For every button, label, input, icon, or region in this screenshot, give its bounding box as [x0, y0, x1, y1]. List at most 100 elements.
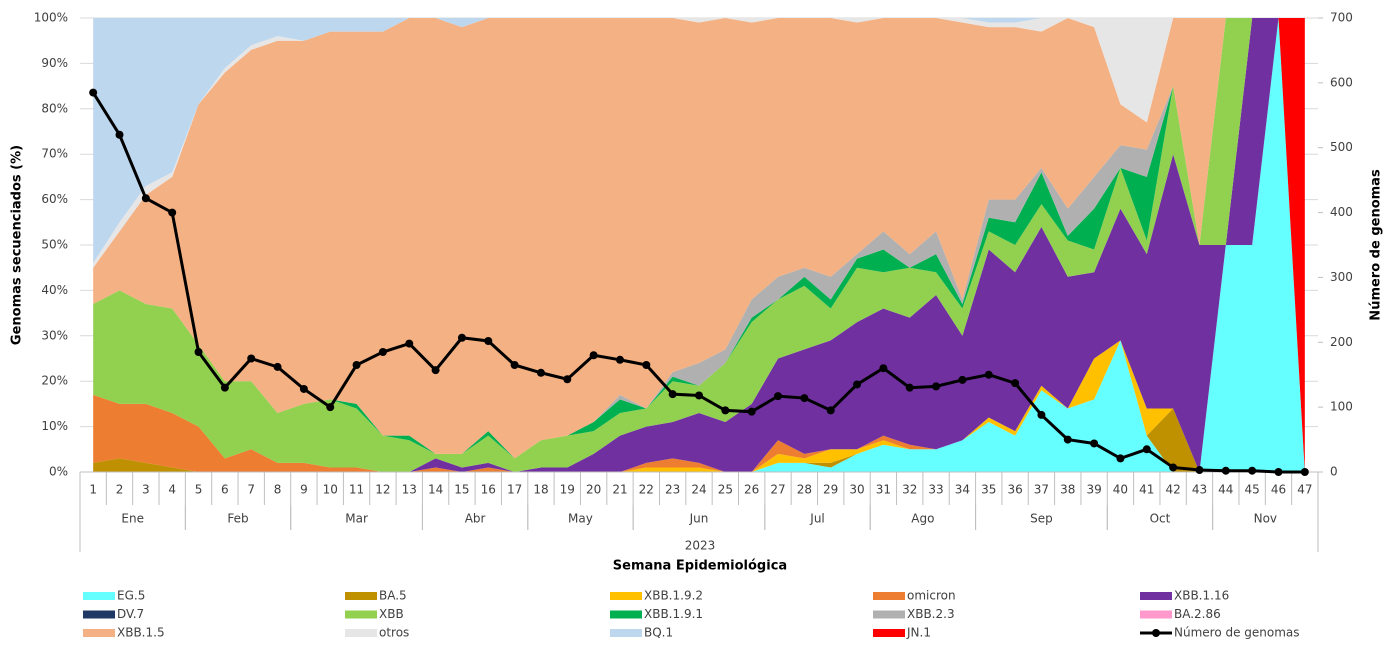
line-marker: [1142, 445, 1151, 454]
x-tick-label: 22: [639, 483, 654, 497]
line-marker: [220, 383, 229, 392]
y-tick-label: 40%: [41, 283, 68, 297]
line-marker: [879, 364, 888, 373]
x-tick-label: 31: [876, 483, 891, 497]
line-marker: [958, 375, 967, 384]
x-tick-label: 7: [247, 483, 255, 497]
area: [93, 18, 1305, 472]
x-tick-label: 41: [1139, 483, 1154, 497]
x-tick-label: 45: [1245, 483, 1260, 497]
x-axis-title: Semana Epidemiológica: [613, 559, 787, 574]
line-marker: [168, 208, 177, 217]
line-marker: [247, 354, 256, 363]
y2-tick-label: 0: [1330, 465, 1338, 479]
x-tick-label: 17: [507, 483, 522, 497]
x-group-label: Mar: [345, 512, 368, 526]
x-tick-label: 44: [1218, 483, 1233, 497]
line-marker: [774, 392, 783, 401]
line-marker: [589, 351, 598, 360]
legend-swatch: [610, 629, 642, 637]
x-tick-label: 47: [1297, 483, 1312, 497]
x-tick-label: 4: [168, 483, 176, 497]
legend-label: BA.2.86: [1174, 607, 1221, 621]
x-group-label: Abr: [465, 512, 486, 526]
legend-swatch: [610, 610, 642, 619]
x-tick-label: 30: [849, 483, 864, 497]
line-marker: [352, 360, 361, 369]
legend-swatch: [83, 592, 115, 600]
x-tick-label: 29: [823, 483, 838, 497]
line-marker: [273, 362, 282, 371]
legend-label: XBB.1.9.2: [644, 589, 703, 603]
x-group-label: Ene: [121, 512, 144, 526]
legend-swatch: [873, 610, 905, 619]
x-group-label: Feb: [227, 512, 248, 526]
line-marker: [457, 333, 466, 342]
y-axis-title: Genomas secuenciados (%): [10, 145, 25, 345]
y2-tick-label: 500: [1330, 140, 1353, 154]
x-tick-label: 20: [586, 483, 601, 497]
x-tick-label: 2: [116, 483, 124, 497]
area: [93, 18, 1305, 472]
x-tick-label: 37: [1034, 483, 1049, 497]
x-tick-label: 23: [665, 483, 680, 497]
x-tick-label: 46: [1271, 483, 1286, 497]
x-group-label: Jul: [809, 512, 824, 526]
legend-swatch: [345, 592, 377, 600]
line-marker: [115, 130, 124, 139]
legend-label: EG.5: [117, 589, 145, 603]
legend-label: omicron: [907, 589, 956, 603]
legend-label: Número de genomas: [1174, 626, 1300, 640]
line-marker: [299, 384, 308, 393]
x-tick-label: 12: [375, 483, 390, 497]
line-marker: [826, 406, 835, 415]
x-tick-label: 6: [221, 483, 229, 497]
y2-tick-label: 100: [1330, 400, 1353, 414]
x-tick-label: 26: [744, 483, 759, 497]
x-outer-group: 2023: [685, 539, 716, 553]
legend-swatch: [83, 629, 115, 637]
x-tick-label: 43: [1192, 483, 1207, 497]
x-tick-label: 28: [797, 483, 812, 497]
x-tick-label: 8: [274, 483, 282, 497]
legend-swatch: [83, 610, 115, 619]
legend-swatch: [1152, 629, 1160, 637]
line-marker: [378, 348, 387, 357]
line-marker: [89, 88, 98, 97]
x-tick-label: 19: [560, 483, 575, 497]
x-tick-label: 21: [612, 483, 627, 497]
line-marker: [194, 348, 203, 357]
x-tick-label: 39: [1086, 483, 1101, 497]
y-tick-label: 60%: [41, 192, 68, 206]
x-tick-label: 15: [454, 483, 469, 497]
x-tick-label: 38: [1060, 483, 1075, 497]
legend-label: BA.5: [379, 589, 407, 603]
y-tick-label: 50%: [41, 238, 68, 252]
y2-tick-label: 300: [1330, 270, 1353, 284]
line-marker: [1300, 468, 1309, 476]
y2-tick-label: 400: [1330, 205, 1353, 219]
legend-swatch: [873, 629, 905, 637]
y-tick-label: 20%: [41, 374, 68, 388]
line-marker: [721, 406, 730, 415]
line-marker: [1248, 466, 1257, 475]
line-marker: [853, 380, 862, 389]
legend-swatch: [873, 592, 905, 600]
x-tick-label: 25: [718, 483, 733, 497]
x-tick-label: 13: [402, 483, 417, 497]
legend-label: XBB.1.5: [117, 626, 165, 640]
line-marker: [747, 407, 756, 416]
x-group-label: May: [568, 512, 593, 526]
line-marker: [1274, 468, 1283, 476]
legend-swatch: [1140, 610, 1172, 619]
x-group-label: Jun: [689, 512, 709, 526]
legend-label: BQ.1: [644, 626, 673, 640]
line-marker: [668, 390, 677, 399]
y-tick-label: 100%: [34, 11, 68, 25]
line-marker: [615, 355, 624, 364]
x-group-label: Sep: [1030, 512, 1053, 526]
x-tick-label: 32: [902, 483, 917, 497]
x-tick-label: 33: [928, 483, 943, 497]
x-tick-label: 1: [89, 483, 97, 497]
x-tick-label: 24: [691, 483, 706, 497]
